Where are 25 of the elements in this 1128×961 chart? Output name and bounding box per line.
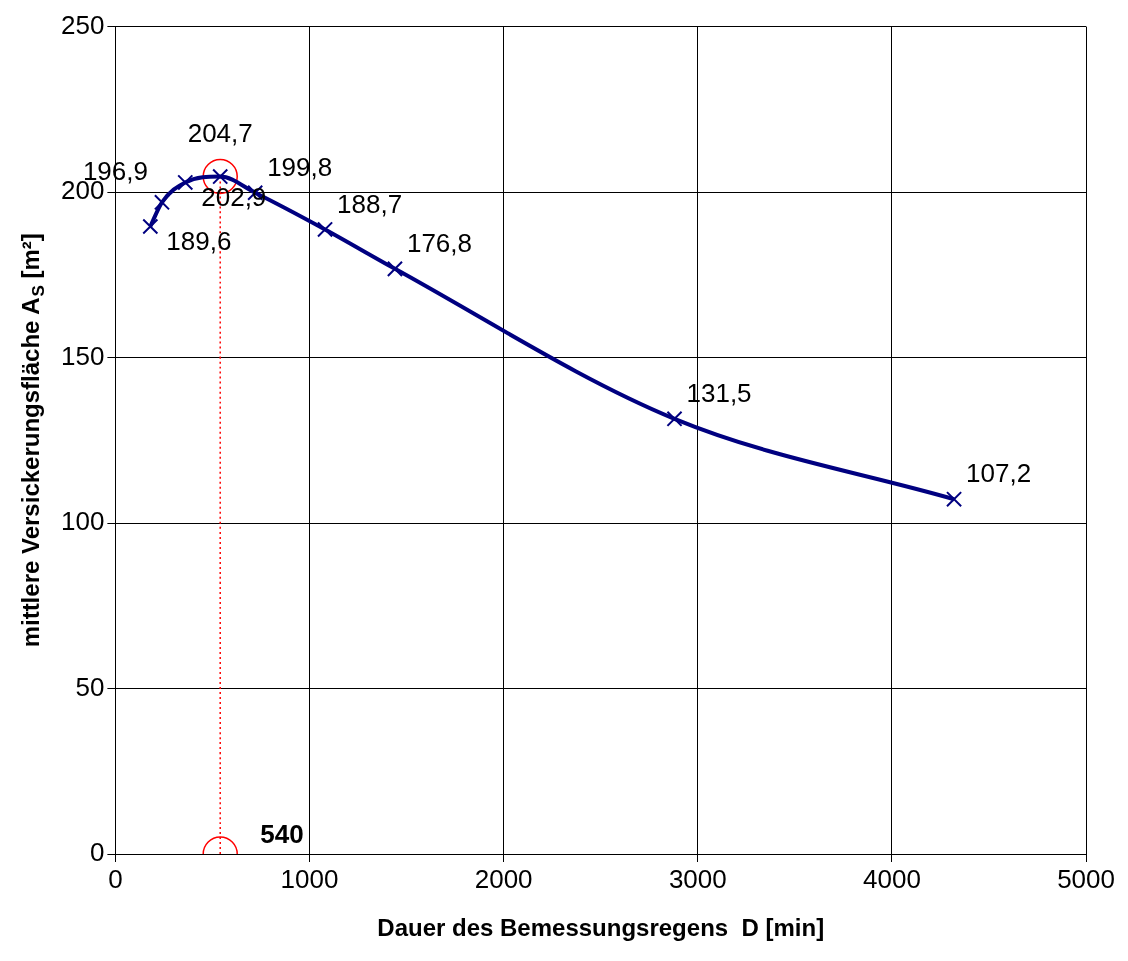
x-tick-label: 4000 bbox=[863, 863, 921, 894]
data-label: 189,6 bbox=[166, 225, 232, 256]
data-label: 176,8 bbox=[406, 228, 473, 259]
point bbox=[153, 194, 171, 211]
data-label: 204,7 bbox=[187, 117, 253, 148]
data-label: 107,2 bbox=[966, 458, 1032, 489]
point bbox=[316, 221, 334, 238]
point bbox=[177, 174, 194, 191]
x-tick-label: 1000 bbox=[280, 863, 339, 894]
point bbox=[945, 491, 963, 508]
point bbox=[142, 218, 159, 235]
annotation: 540 bbox=[260, 819, 304, 850]
point bbox=[386, 260, 404, 277]
x-tick-label: 2000 bbox=[474, 863, 533, 894]
y-tick-label: 50 bbox=[75, 671, 105, 702]
y-tick-label: 250 bbox=[60, 9, 105, 40]
y-axis-title: mittlere Versickerungsfläche AS [m²] bbox=[16, 233, 48, 648]
point bbox=[666, 410, 683, 427]
data-label: 188,7 bbox=[337, 188, 403, 219]
y-tick-label: 0 bbox=[89, 837, 105, 868]
x-tick-label: 5000 bbox=[1057, 863, 1115, 894]
x-tick-label: 3000 bbox=[668, 863, 727, 894]
y-tick-label: 150 bbox=[60, 340, 105, 371]
x-axis-title: Dauer des Bemessungsregens D [min] bbox=[377, 914, 825, 942]
y-tick-label: 100 bbox=[60, 506, 105, 537]
